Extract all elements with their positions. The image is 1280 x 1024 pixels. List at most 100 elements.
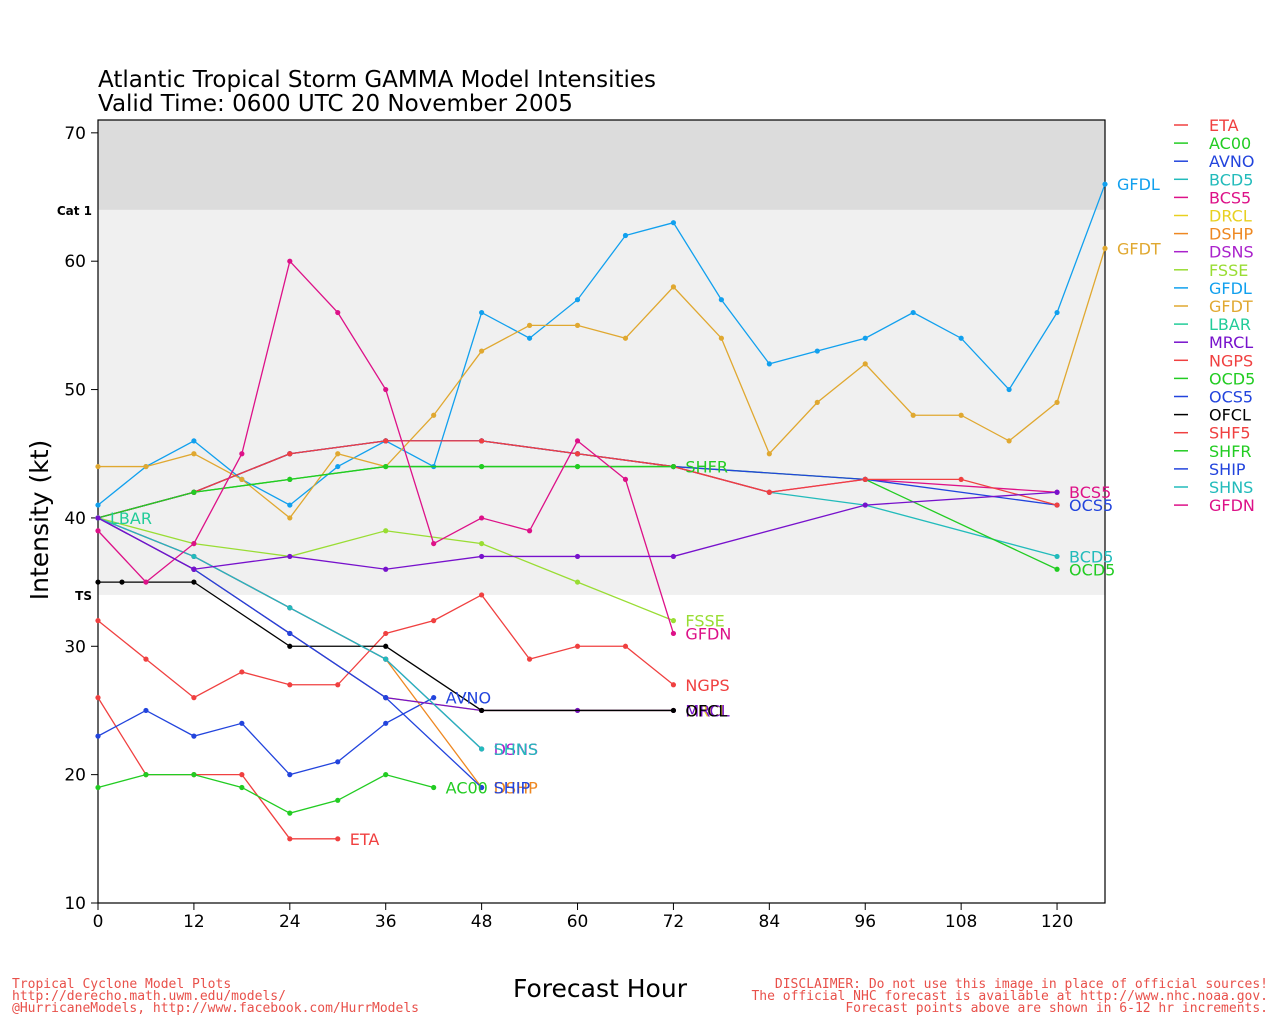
legend-entry-dshp: DSHP — [1209, 225, 1254, 244]
band-1 — [98, 120, 1105, 210]
series-point-shns-2 — [287, 605, 293, 611]
series-point-gfdn-11 — [622, 476, 629, 483]
series-point-ac00-6 — [383, 772, 389, 778]
legend-entry-fsse: FSSE — [1209, 261, 1248, 280]
series-point-ngps-6 — [383, 630, 389, 637]
end-label-dshp: DSHP — [494, 778, 539, 797]
x-tick-label-12: 12 — [183, 912, 205, 932]
footer-left-line-2: http://derecho.math.uwm.edu/models/ — [12, 989, 286, 1004]
series-point-shf5-8 — [862, 476, 868, 483]
series-point-gfdt-8 — [479, 348, 485, 354]
series-point-ship-3 — [383, 695, 389, 701]
series-point-gfdn-10 — [574, 438, 581, 444]
series-point-shfr-6 — [670, 463, 677, 470]
series-point-ngps-7 — [431, 618, 437, 624]
legend-entry-bcd5: BCD5 — [1209, 170, 1253, 189]
footer-left-line-3: @HurricaneModels, http://www.facebook.co… — [12, 1001, 419, 1016]
series-point-shf5-4 — [479, 438, 485, 444]
series-point-gfdn-7 — [431, 540, 437, 547]
series-point-gfdl-5 — [335, 463, 341, 470]
series-point-gfdn-6 — [383, 386, 389, 393]
y-tick-label-40: 40 — [64, 509, 86, 529]
series-point-ship-4 — [479, 784, 485, 791]
band-label-0: TS — [75, 589, 92, 603]
x-tick-label-36: 36 — [375, 912, 397, 932]
series-point-eta-5 — [335, 836, 341, 842]
legend-entry-shns: SHNS — [1209, 478, 1253, 497]
series-point-ofcl-0 — [95, 579, 101, 585]
series-point-gfdt-20 — [1054, 399, 1060, 405]
footer-right-line-2: The official NHC forecast is available a… — [751, 989, 1268, 1004]
end-label-shfr: SHFR — [685, 458, 728, 477]
series-point-ngps-5 — [335, 682, 341, 688]
y-tick-label-10: 10 — [64, 894, 86, 914]
series-point-bcd5-9 — [1054, 553, 1060, 560]
series-point-ngps-11 — [622, 643, 629, 649]
end-label-gfdt: GFDT — [1117, 239, 1161, 258]
extra-point-mrcl-3 — [383, 566, 389, 572]
series-point-ngps-3 — [239, 669, 245, 675]
series-point-ngps-8 — [479, 592, 485, 598]
legend-entry-bcs5: BCS5 — [1209, 188, 1251, 207]
series-point-gfdn-1 — [143, 579, 149, 585]
series-point-ofcl-4 — [383, 643, 389, 649]
series-point-gfdl-0 — [95, 502, 101, 508]
end-label-fsse: FSSE — [685, 612, 724, 631]
series-point-gfdt-11 — [622, 335, 629, 341]
legend-entry-ac00: AC00 — [1209, 134, 1251, 153]
series-line-gfdt — [98, 248, 1106, 519]
series-point-gfdt-18 — [958, 412, 964, 418]
series-point-eta-4 — [287, 836, 293, 842]
series-point-ac00-5 — [335, 797, 341, 803]
legend-entry-avno: AVNO — [1209, 152, 1254, 171]
series-point-ofcl-2 — [191, 579, 197, 585]
series-line-eta — [97, 697, 338, 840]
legend-entry-lbar: LBAR — [1209, 315, 1251, 334]
series-point-gfdn-5 — [335, 309, 341, 316]
series-point-gfdt-12 — [670, 284, 677, 290]
series-point-gfdt-2 — [191, 451, 197, 457]
series-line-gfdl — [97, 183, 1106, 506]
footer-right: DISCLAIMER: Do not use this image in pla… — [751, 977, 1268, 1016]
legend-entry-gfdl: GFDL — [1209, 279, 1252, 298]
legend-entry-eta: ETA — [1209, 116, 1239, 135]
series-point-avno-5 — [335, 759, 341, 765]
chart-title: Atlantic Tropical Storm GAMMA Model Inte… — [98, 67, 656, 93]
extra-point-mrcl-8 — [1054, 489, 1060, 495]
series-point-shns-1 — [191, 553, 197, 560]
series-point-gfdl-18 — [958, 335, 964, 341]
series-point-gfdl-11 — [622, 232, 629, 239]
end-label-eta: ETA — [350, 830, 380, 849]
series-point-ngps-9 — [526, 656, 533, 662]
series-point-ngps-12 — [670, 682, 677, 688]
series-point-fsse-3 — [383, 528, 389, 534]
series-point-shf5-9 — [958, 476, 964, 483]
series-point-gfdl-21 — [1102, 181, 1108, 187]
series-point-shf5-10 — [1054, 502, 1060, 508]
series-point-gfdl-2 — [191, 438, 197, 444]
series-point-ac00-3 — [239, 784, 245, 791]
end-label-ofcl: OFCL — [685, 701, 727, 720]
series-point-ngps-1 — [143, 656, 149, 662]
legend-entry-ngps: NGPS — [1209, 351, 1253, 370]
series-point-gfdl-10 — [574, 297, 581, 303]
series-point-gfdn-0 — [95, 528, 101, 534]
legend-entry-shfr: SHFR — [1209, 442, 1252, 461]
end-label-bcs5: BCS5 — [1069, 483, 1111, 502]
series-point-avno-4 — [287, 772, 293, 778]
series-point-ngps-2 — [191, 695, 197, 701]
series-point-gfdl-4 — [287, 502, 293, 508]
series-point-ofcl-3 — [287, 643, 293, 649]
end-label-avno: AVNO — [446, 689, 491, 708]
intensity-bands: TS Cat 1 — [57, 120, 1105, 603]
series-point-ngps-4 — [287, 682, 293, 688]
legend-entry-shf5: SHF5 — [1209, 424, 1251, 443]
series-point-ofcl-5 — [479, 707, 485, 714]
y-tick-label-30: 30 — [64, 637, 86, 657]
series-point-avno-6 — [383, 720, 389, 726]
x-tick-label-84: 84 — [759, 912, 781, 932]
end-label-ngps: NGPS — [685, 676, 729, 695]
footer-left: Tropical Cyclone Model Plots http://dere… — [12, 977, 419, 1016]
